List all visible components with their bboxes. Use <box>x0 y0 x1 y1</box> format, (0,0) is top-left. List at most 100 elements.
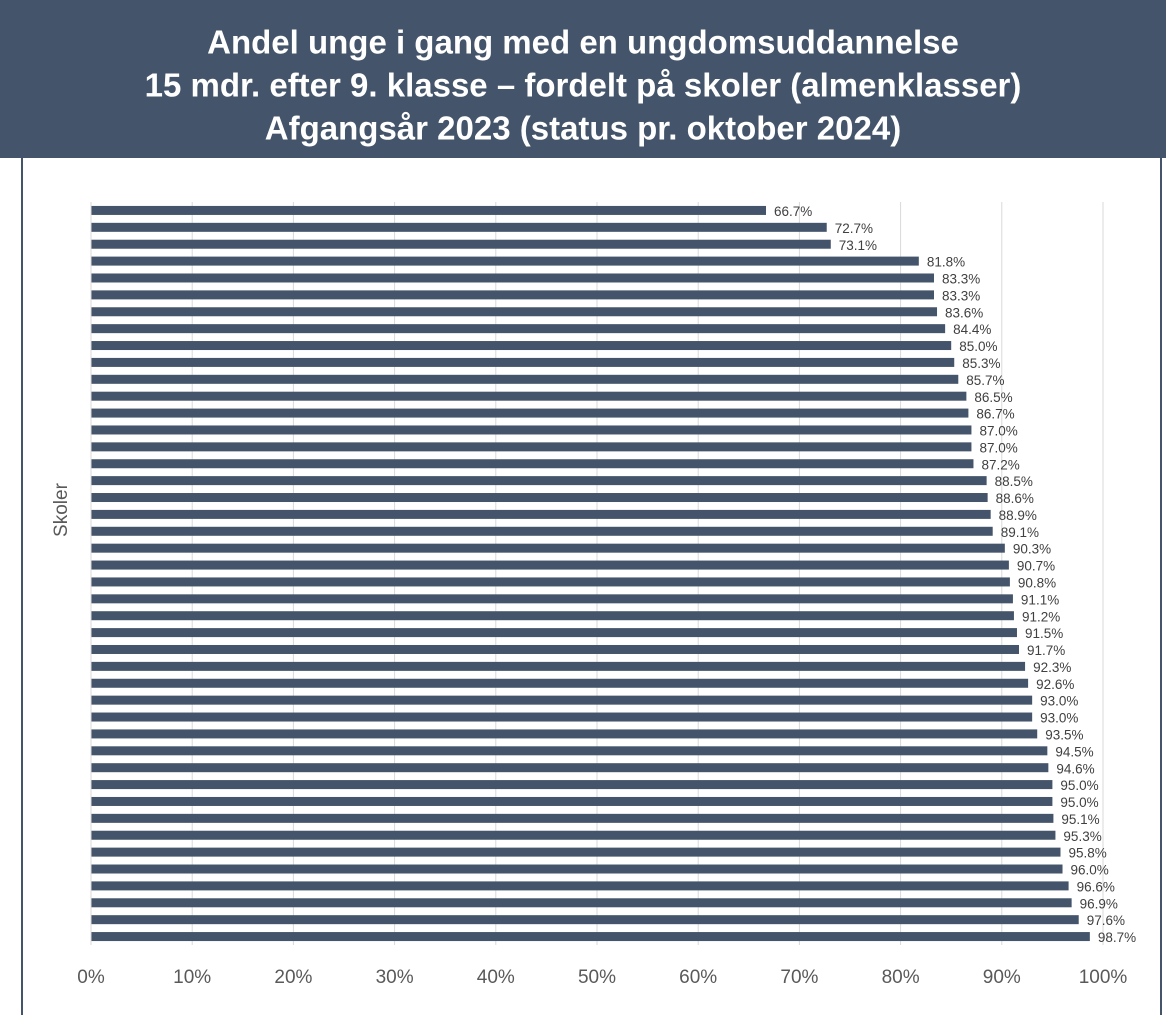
data-label: 98.7% <box>1098 930 1136 945</box>
bar <box>91 695 1033 705</box>
data-label: 73.1% <box>839 238 877 253</box>
chart-title: Andel unge i gang med en ungdomsuddannel… <box>207 24 959 61</box>
bar <box>91 324 946 334</box>
data-label: 87.0% <box>979 440 1017 455</box>
bar <box>91 476 987 486</box>
bar <box>91 408 969 418</box>
data-label: 88.5% <box>995 474 1033 489</box>
data-label: 86.5% <box>974 390 1012 405</box>
bar <box>91 847 1061 857</box>
bar <box>91 239 831 249</box>
data-label: 85.3% <box>962 356 1000 371</box>
data-label: 95.0% <box>1060 778 1098 793</box>
x-tick-label: 30% <box>376 967 414 988</box>
data-label: 97.6% <box>1087 913 1125 928</box>
bar <box>91 560 1009 570</box>
x-tick-label: 100% <box>1079 967 1128 988</box>
bar <box>91 729 1038 739</box>
bar <box>91 341 952 351</box>
x-tick-label: 80% <box>882 967 920 988</box>
bar <box>91 526 993 536</box>
bar <box>91 509 991 519</box>
bar <box>91 493 988 503</box>
bar <box>91 611 1014 621</box>
data-label: 84.4% <box>953 322 991 337</box>
data-label: 91.2% <box>1022 609 1060 624</box>
data-label: 91.5% <box>1025 626 1063 641</box>
bar <box>91 915 1079 925</box>
data-label: 85.7% <box>966 373 1004 388</box>
bar <box>91 763 1049 773</box>
data-label: 90.8% <box>1018 576 1056 591</box>
data-label: 81.8% <box>927 255 965 270</box>
bar <box>91 678 1029 688</box>
bar <box>91 594 1013 604</box>
data-label: 93.0% <box>1040 711 1078 726</box>
x-tick-label: 40% <box>477 967 515 988</box>
bar <box>91 577 1010 587</box>
bar <box>91 543 1005 553</box>
x-tick-label: 20% <box>274 967 312 988</box>
x-tick-label: 60% <box>679 967 717 988</box>
data-label: 96.6% <box>1077 879 1115 894</box>
bar <box>91 391 967 401</box>
data-label: 96.9% <box>1080 896 1118 911</box>
data-label: 72.7% <box>835 221 873 236</box>
bar <box>91 746 1048 756</box>
data-label: 94.5% <box>1055 744 1093 759</box>
bar <box>91 661 1026 671</box>
bar <box>91 898 1072 908</box>
bar <box>91 256 919 266</box>
data-label: 96.0% <box>1071 863 1109 878</box>
chart-title: 15 mdr. efter 9. klasse – fordelt på sko… <box>145 67 1022 104</box>
x-tick-label: 10% <box>173 967 211 988</box>
data-label: 91.1% <box>1021 592 1059 607</box>
x-tick-label: 0% <box>77 967 105 988</box>
bar <box>91 442 972 452</box>
data-label: 66.7% <box>774 204 812 219</box>
bar <box>91 222 827 232</box>
data-label: 88.9% <box>999 508 1037 523</box>
data-label: 95.1% <box>1061 812 1099 827</box>
data-label: 87.2% <box>981 457 1019 472</box>
data-label: 92.3% <box>1033 660 1071 675</box>
x-tick-label: 70% <box>780 967 818 988</box>
bar <box>91 425 972 435</box>
bar <box>91 881 1069 891</box>
data-label: 83.3% <box>942 288 980 303</box>
chart-title: Afgangsår 2023 (status pr. oktober 2024) <box>265 110 901 147</box>
bar <box>91 780 1053 790</box>
bar <box>91 644 1020 654</box>
bar <box>91 357 955 367</box>
data-label: 91.7% <box>1027 643 1065 658</box>
data-label: 95.0% <box>1060 795 1098 810</box>
data-label: 86.7% <box>976 407 1014 422</box>
data-label: 83.3% <box>942 272 980 287</box>
bar <box>91 932 1090 942</box>
data-label: 93.0% <box>1040 694 1078 709</box>
data-label: 95.3% <box>1063 829 1101 844</box>
bar <box>91 290 934 300</box>
bar <box>91 830 1056 840</box>
title-banner <box>0 0 1166 158</box>
x-tick-label: 90% <box>983 967 1021 988</box>
bar <box>91 628 1017 638</box>
data-label: 95.8% <box>1068 846 1106 861</box>
data-label: 85.0% <box>959 339 997 354</box>
bar <box>91 712 1033 722</box>
data-label: 90.3% <box>1013 542 1051 557</box>
data-label: 83.6% <box>945 305 983 320</box>
bar <box>91 374 959 384</box>
data-label: 90.7% <box>1017 559 1055 574</box>
bar <box>91 273 934 283</box>
bar <box>91 459 974 469</box>
bar <box>91 864 1063 874</box>
data-label: 93.5% <box>1045 727 1083 742</box>
data-label: 92.6% <box>1036 677 1074 692</box>
bar <box>91 796 1053 806</box>
y-axis-label: Skoler <box>51 482 72 537</box>
data-label: 94.6% <box>1056 761 1094 776</box>
data-label: 89.1% <box>1001 525 1039 540</box>
data-label: 88.6% <box>996 491 1034 506</box>
